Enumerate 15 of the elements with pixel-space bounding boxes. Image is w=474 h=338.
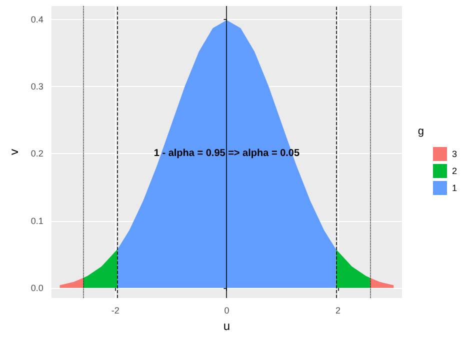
- legend-title: g: [418, 126, 424, 138]
- legend-label: 1: [452, 183, 458, 193]
- y-tick-label: 0.0: [30, 282, 44, 293]
- y-tick-label: 0.2: [30, 148, 44, 159]
- x-axis-title: u: [223, 318, 230, 333]
- x-tick-label: -2: [111, 306, 120, 316]
- legend-label: 3: [452, 149, 458, 159]
- x-tick-label: 0: [224, 306, 230, 316]
- y-axis-title: v: [7, 149, 21, 155]
- legend-label: 2: [452, 166, 458, 176]
- y-tick-label: 0.4: [30, 14, 44, 24]
- y-tick-label: 0.1: [30, 216, 44, 226]
- x-tick-label: 2: [335, 306, 341, 316]
- annotation: 1 - alpha = 0.95 => alpha = 0.05: [154, 148, 300, 160]
- y-tick-label: 0.3: [30, 82, 44, 92]
